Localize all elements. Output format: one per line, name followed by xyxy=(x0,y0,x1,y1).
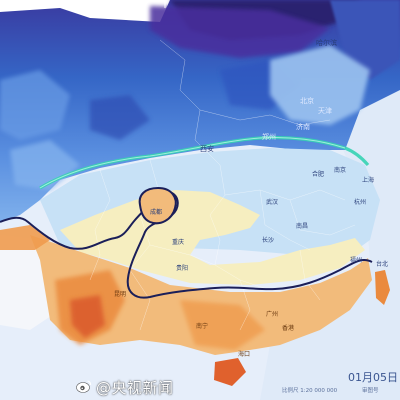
map-date: 01月05日 xyxy=(348,371,398,384)
purple-band xyxy=(150,6,330,58)
warm-region xyxy=(30,235,372,355)
watermark: @央视新闻 xyxy=(96,379,174,397)
contour-loop xyxy=(138,186,177,225)
map-number: 审图号 xyxy=(362,388,379,394)
cream-region xyxy=(60,190,365,285)
north-china-light xyxy=(270,45,370,125)
taiwan xyxy=(375,270,390,305)
weibo-logo-icon xyxy=(76,380,92,393)
province-borders xyxy=(89,39,356,331)
northeast-cold xyxy=(330,0,400,80)
west-patches xyxy=(0,70,70,140)
map-scale: 比例尺 1:20 000 000 xyxy=(282,388,338,394)
map-outer-top xyxy=(0,0,170,22)
hainan xyxy=(214,358,246,386)
